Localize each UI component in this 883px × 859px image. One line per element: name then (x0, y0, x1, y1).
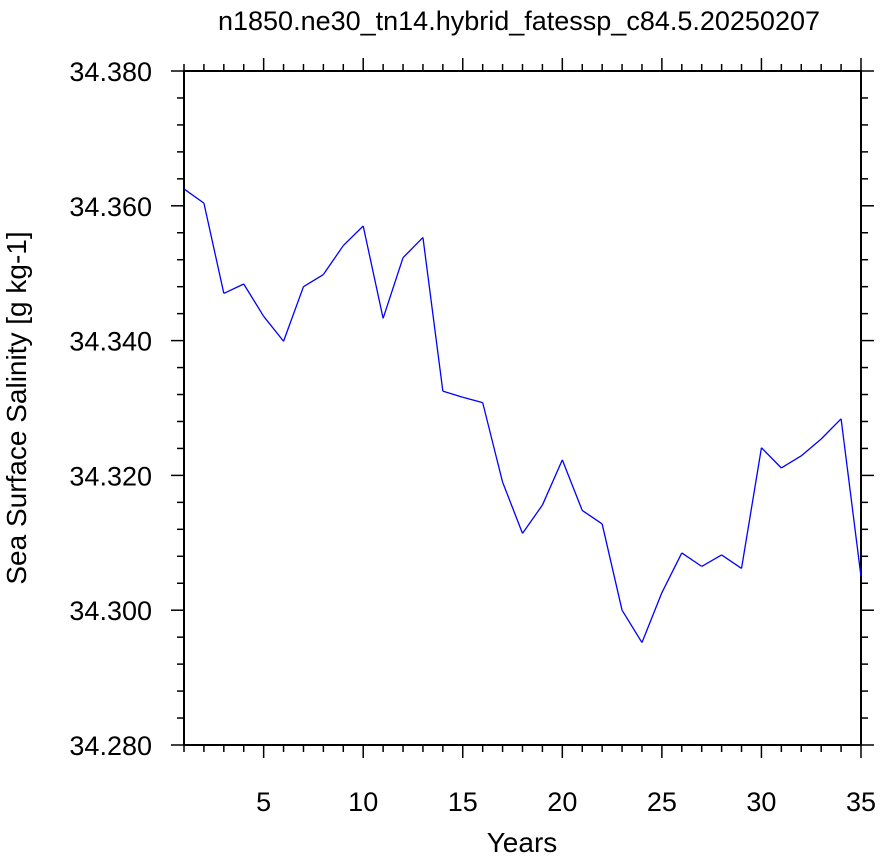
series-line-segment (342, 225, 364, 247)
series-line-segment (203, 202, 225, 294)
x-tick-label: 35 (846, 787, 876, 817)
y-tick-label: 34.280 (69, 731, 152, 761)
series-line-segment (442, 390, 463, 398)
series-line-segment (303, 273, 324, 288)
y-tick-label: 34.360 (69, 192, 152, 222)
y-tick-label: 34.300 (69, 596, 152, 626)
series-line-segment (781, 455, 802, 469)
plot-frame (183, 70, 862, 746)
series-line-segment (621, 609, 643, 643)
series-line-segment (422, 237, 444, 392)
series-line-segment (462, 396, 483, 404)
series-line-segment (402, 237, 424, 259)
series-line-segment (243, 283, 265, 317)
series-line-segment (701, 554, 722, 567)
series-line-segment (661, 552, 683, 593)
series-line-segment (760, 447, 782, 469)
chart-title: n1850.ne30_tn14.hybrid_fatessp_c84.5.202… (218, 6, 820, 36)
series-line-segment (223, 283, 245, 295)
x-axis-label: Years (487, 827, 558, 858)
x-tick-label: 5 (256, 787, 271, 817)
series-line-segment (601, 523, 623, 611)
y-tick-label: 34.320 (69, 461, 152, 491)
series-line-segment (820, 418, 842, 440)
axis-ticks (171, 58, 874, 758)
series-line-segment (581, 509, 603, 525)
y-tick-label: 34.340 (69, 327, 152, 357)
series-line-segment (840, 418, 862, 577)
x-tick-label: 10 (348, 787, 378, 817)
y-axis-label: Sea Surface Salinity [g kg-1] (1, 231, 32, 584)
series-line-segment (183, 188, 205, 204)
series-line-segment (740, 447, 763, 569)
y-tick-label: 34.380 (69, 57, 152, 87)
series-line-segment (561, 459, 583, 511)
series-group (183, 188, 862, 643)
series-line-segment (263, 315, 285, 342)
x-tick-label: 15 (448, 787, 478, 817)
series-line-segment (721, 554, 742, 569)
series-line-segment (501, 481, 524, 534)
series-line-segment (482, 402, 504, 483)
series-line-segment (641, 592, 663, 643)
series-line-segment (362, 225, 384, 319)
series-line-segment (681, 552, 703, 567)
x-tick-label: 30 (746, 787, 776, 817)
series-line-segment (282, 286, 305, 342)
x-tick-label: 20 (547, 787, 577, 817)
x-tick-label: 25 (647, 787, 677, 817)
series-line-segment (382, 257, 404, 319)
axis-tick-labels: 5 10 15 20 25 30 35 34.280 34.300 34.320 34.340 34.… (69, 57, 876, 817)
series-line-segment (541, 459, 563, 506)
series-line-segment (322, 245, 344, 275)
series-line-segment (800, 438, 822, 457)
series-line-segment (521, 504, 543, 534)
